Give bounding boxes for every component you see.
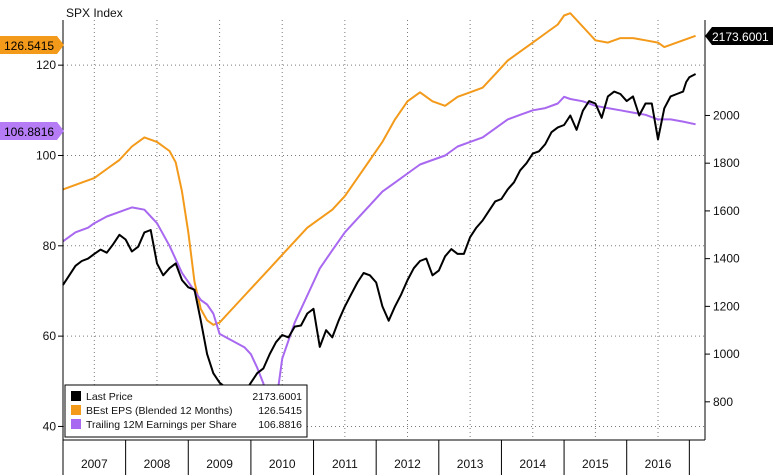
x-tick-label: 2013 — [457, 457, 484, 471]
right-tick-label: 2000 — [713, 108, 740, 122]
legend-swatch-last-price — [71, 391, 81, 401]
badge-last-price-shape — [705, 27, 773, 45]
x-tick-label: 2009 — [206, 457, 233, 471]
legend-label-best-eps: BEst EPS (Blended 12 Months) — [86, 405, 233, 417]
series-line-last-price — [62, 73, 697, 418]
badge-best-eps: 126.5415 — [0, 36, 64, 54]
series-layer — [62, 12, 697, 418]
legend-label-trailing-eps: Trailing 12M Earnings per Share — [86, 419, 237, 431]
badge-trailing-eps-value: 106.8816 — [4, 125, 54, 139]
chart-title: SPX Index — [66, 6, 123, 20]
x-tick-label: 2008 — [144, 457, 171, 471]
legend-value-trailing-eps: 106.8816 — [258, 419, 302, 431]
left-axis-ticks: 40 60 80 100 120 — [36, 58, 63, 433]
legend-box — [64, 384, 308, 438]
right-tick-label: 1400 — [713, 252, 740, 266]
right-axis-ticks: 800 1000 1200 1400 1600 1800 2000 — [705, 108, 740, 409]
legend-value-last-price: 2173.6001 — [252, 391, 302, 403]
x-tick-label: 2015 — [582, 457, 609, 471]
x-tick-label: 2014 — [519, 457, 546, 471]
right-tick-label: 1200 — [713, 299, 740, 313]
plot-background — [63, 20, 705, 440]
x-tick-label: 2010 — [269, 457, 296, 471]
right-tick-label: 1600 — [713, 204, 740, 218]
left-tick-label: 100 — [36, 148, 56, 162]
legend: Last Price 2173.6001 BEst EPS (Blended 1… — [64, 384, 308, 438]
left-tick-label: 40 — [43, 419, 57, 433]
right-tick-label: 1000 — [713, 347, 740, 361]
badge-last-price: 2173.6001 — [705, 27, 773, 45]
x-tick-label: 2012 — [394, 457, 421, 471]
left-tick-label: 60 — [43, 329, 57, 343]
legend-label-last-price: Last Price — [86, 391, 133, 403]
x-tick-label: 2016 — [645, 457, 672, 471]
badge-best-eps-value: 126.5415 — [4, 39, 54, 53]
left-tick-label: 80 — [43, 239, 57, 253]
badge-trailing-eps: 106.8816 — [0, 122, 64, 140]
legend-swatch-best-eps — [71, 405, 81, 415]
x-axis-ticks: 2007 2008 2009 2010 2011 2012 2013 2014 2015 2016 — [81, 457, 672, 471]
right-tick-label: 800 — [713, 395, 733, 409]
badge-best-eps-shape — [0, 36, 64, 54]
legend-value-best-eps: 126.5415 — [258, 405, 302, 417]
badge-last-price-value: 2173.6001 — [712, 30, 769, 44]
series-line-best-eps — [62, 12, 696, 326]
left-tick-label: 120 — [36, 58, 56, 72]
x-tick-label: 2007 — [81, 457, 108, 471]
right-tick-label: 1800 — [713, 156, 740, 170]
legend-swatch-trailing-eps — [71, 419, 81, 429]
series-line-trailing-eps — [62, 95, 696, 410]
badge-trailing-eps-shape — [0, 122, 64, 140]
year-dividers — [62, 440, 690, 475]
x-tick-label: 2011 — [332, 457, 358, 471]
